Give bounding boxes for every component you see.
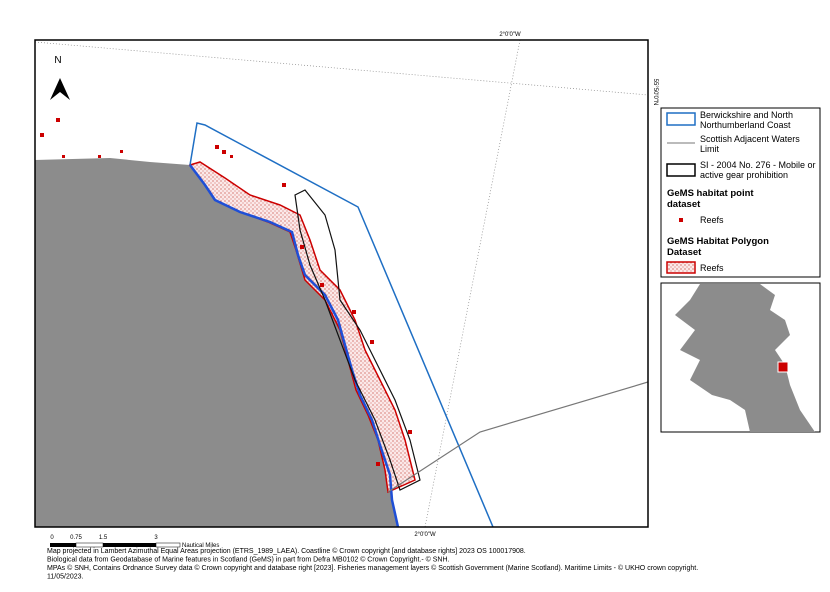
legend-swatch bbox=[666, 261, 696, 274]
si-zone bbox=[294, 189, 421, 491]
map-frame bbox=[34, 39, 649, 528]
scale-tick-label: 3 bbox=[154, 535, 158, 541]
scale-unit: Nautical Miles bbox=[182, 543, 219, 549]
legend-label: SI - 2004 No. 276 - Mobile or active gear… bbox=[700, 160, 816, 180]
graticule-label: 55°50'0"N bbox=[652, 79, 658, 106]
map-body bbox=[35, 40, 648, 527]
credit-line: 11/05/2023. bbox=[47, 574, 84, 581]
north-label: N bbox=[54, 55, 61, 66]
legend-swatch bbox=[666, 112, 696, 126]
scale-bar bbox=[50, 542, 181, 548]
graticule-label: 2°0'0"W bbox=[414, 532, 436, 538]
inset-land bbox=[675, 284, 815, 432]
adjacent-waters-limit bbox=[387, 381, 648, 493]
reef-points bbox=[40, 118, 412, 466]
mpa-boundary bbox=[189, 122, 494, 527]
legend-label: Scottish Adjacent Waters Limit bbox=[700, 134, 800, 154]
scale-tick-label: 0.75 bbox=[70, 535, 82, 541]
scale-tick-label: 0 bbox=[50, 535, 54, 541]
north-arrow bbox=[50, 78, 70, 100]
legend-label: Berwickshire and North Northumberland Coa… bbox=[700, 110, 793, 130]
credit-line: MPAs © SNH, Contains Ordnance Survey dat… bbox=[47, 564, 698, 572]
graticule-line bbox=[35, 41, 648, 96]
scale-tick-label: 1.5 bbox=[99, 535, 108, 541]
legend bbox=[660, 107, 821, 278]
legend-label: Reefs bbox=[700, 215, 724, 225]
legend-swatch bbox=[666, 163, 696, 177]
coastline bbox=[189, 164, 400, 527]
legend-heading: GeMS habitat point dataset bbox=[667, 188, 754, 210]
credit-line: Map projected in Lambert Azimuthal Equal… bbox=[47, 547, 526, 555]
legend-heading: GeMS Habitat Polygon Dataset bbox=[667, 236, 769, 258]
legend-swatch bbox=[679, 218, 683, 222]
land bbox=[35, 158, 398, 527]
credit-line: Biological data from Geodatabase of Mari… bbox=[47, 556, 450, 564]
graticule-label: 2°0'0"W bbox=[499, 32, 521, 38]
inset-locator bbox=[777, 361, 789, 373]
legend-label: Reefs bbox=[700, 263, 724, 273]
